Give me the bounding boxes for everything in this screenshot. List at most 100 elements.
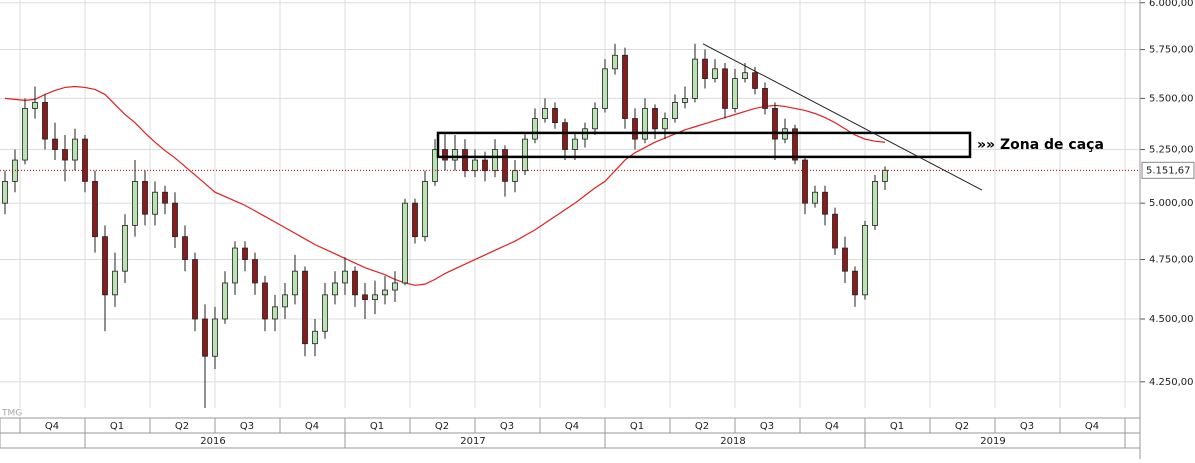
candle-body xyxy=(562,122,568,150)
candle-body xyxy=(252,259,258,284)
candle-body xyxy=(212,318,218,357)
candle-body xyxy=(302,270,308,345)
candle-body xyxy=(812,191,818,204)
candle-body xyxy=(422,181,428,238)
candle-body xyxy=(172,202,178,238)
candle-body xyxy=(492,149,498,172)
candle-body xyxy=(432,149,438,182)
moving-average xyxy=(4,85,886,286)
trendline xyxy=(702,43,983,191)
candle-body xyxy=(712,68,718,79)
candle-body xyxy=(522,138,528,172)
candle-body xyxy=(682,97,688,103)
candle-body xyxy=(82,138,88,182)
year-label: 2019 xyxy=(980,436,1005,447)
quarter-label: Q1 xyxy=(630,421,644,432)
candle-body xyxy=(852,270,858,296)
candle-body xyxy=(772,108,778,140)
candle-body xyxy=(52,138,58,150)
candle-body xyxy=(542,108,548,119)
quarter-label: Q2 xyxy=(955,421,969,432)
candle-body xyxy=(232,247,238,284)
y-tick-label: 4.250,00 xyxy=(1149,377,1194,388)
candle-body xyxy=(802,159,808,204)
candle-body xyxy=(142,181,148,215)
y-tick-label: 5.250,00 xyxy=(1149,145,1194,156)
candle-body xyxy=(292,270,298,296)
candle-body xyxy=(412,202,418,238)
year-label: 2018 xyxy=(720,436,745,447)
candle-body xyxy=(332,282,338,296)
candle-body xyxy=(162,191,168,204)
candle-body xyxy=(502,149,508,182)
quarter-label: Q4 xyxy=(45,421,59,432)
zone-box xyxy=(436,131,972,159)
candle-body xyxy=(352,270,358,296)
candle-body xyxy=(822,191,828,215)
quarter-label: Q3 xyxy=(760,421,774,432)
candle-body xyxy=(72,138,78,161)
candle-body xyxy=(152,191,158,215)
candle-body xyxy=(532,118,538,140)
candle-body xyxy=(322,294,328,332)
quarter-label: Q4 xyxy=(825,421,839,432)
candle-body xyxy=(122,224,128,272)
candle-body xyxy=(622,54,628,119)
candle-body xyxy=(512,170,518,182)
candle-body xyxy=(452,149,458,161)
candle-body xyxy=(882,169,888,182)
candle-body xyxy=(672,102,678,119)
candle-body xyxy=(132,181,138,226)
candle-body xyxy=(792,128,798,161)
candle-body xyxy=(732,78,738,109)
candle-body xyxy=(42,102,48,140)
y-tick-label: 4.500,00 xyxy=(1149,314,1194,325)
quarter-label: Q2 xyxy=(175,421,189,432)
candle-body xyxy=(742,72,748,79)
candle-body xyxy=(552,108,558,124)
candle-body xyxy=(462,149,468,172)
quarter-label: Q1 xyxy=(110,421,124,432)
candle-body xyxy=(602,68,608,109)
candle-body xyxy=(392,282,398,291)
candle-body xyxy=(242,247,248,260)
quarter-label: Q4 xyxy=(565,421,579,432)
candle-body xyxy=(442,149,448,161)
quarter-label: Q1 xyxy=(890,421,904,432)
candle-body xyxy=(702,58,708,79)
candle-body xyxy=(222,282,228,320)
candle-body xyxy=(272,306,278,320)
quarter-label: Q2 xyxy=(435,421,449,432)
candle-body xyxy=(92,181,98,238)
year-label: 2016 xyxy=(200,436,225,447)
candle-body xyxy=(262,282,268,320)
candle-body xyxy=(752,72,758,89)
quarter-label: Q2 xyxy=(695,421,709,432)
candle-body xyxy=(612,54,618,70)
candle-body xyxy=(372,294,378,301)
candle-body xyxy=(382,289,388,296)
y-tick-label: 4.750,00 xyxy=(1149,255,1194,266)
quarter-label: Q4 xyxy=(1085,421,1099,432)
candle-body xyxy=(202,318,208,357)
candle-body xyxy=(592,108,598,130)
candle-body xyxy=(342,270,348,284)
candle-body xyxy=(762,88,768,109)
candle-body xyxy=(472,159,478,172)
candle-body xyxy=(832,213,838,249)
candle-body xyxy=(102,236,108,296)
candle-body xyxy=(722,68,728,109)
quarter-label: Q4 xyxy=(305,421,319,432)
quarter-label: Q3 xyxy=(240,421,254,432)
candle-body xyxy=(842,247,848,272)
candle-body xyxy=(312,330,318,345)
candle-body xyxy=(32,102,38,109)
candle-body xyxy=(112,270,118,296)
candle-body xyxy=(62,149,68,161)
candle-body xyxy=(632,118,638,140)
candle-body xyxy=(182,236,188,260)
candle-body xyxy=(862,224,868,296)
last-price-label: 5.151,67 xyxy=(1146,165,1191,176)
